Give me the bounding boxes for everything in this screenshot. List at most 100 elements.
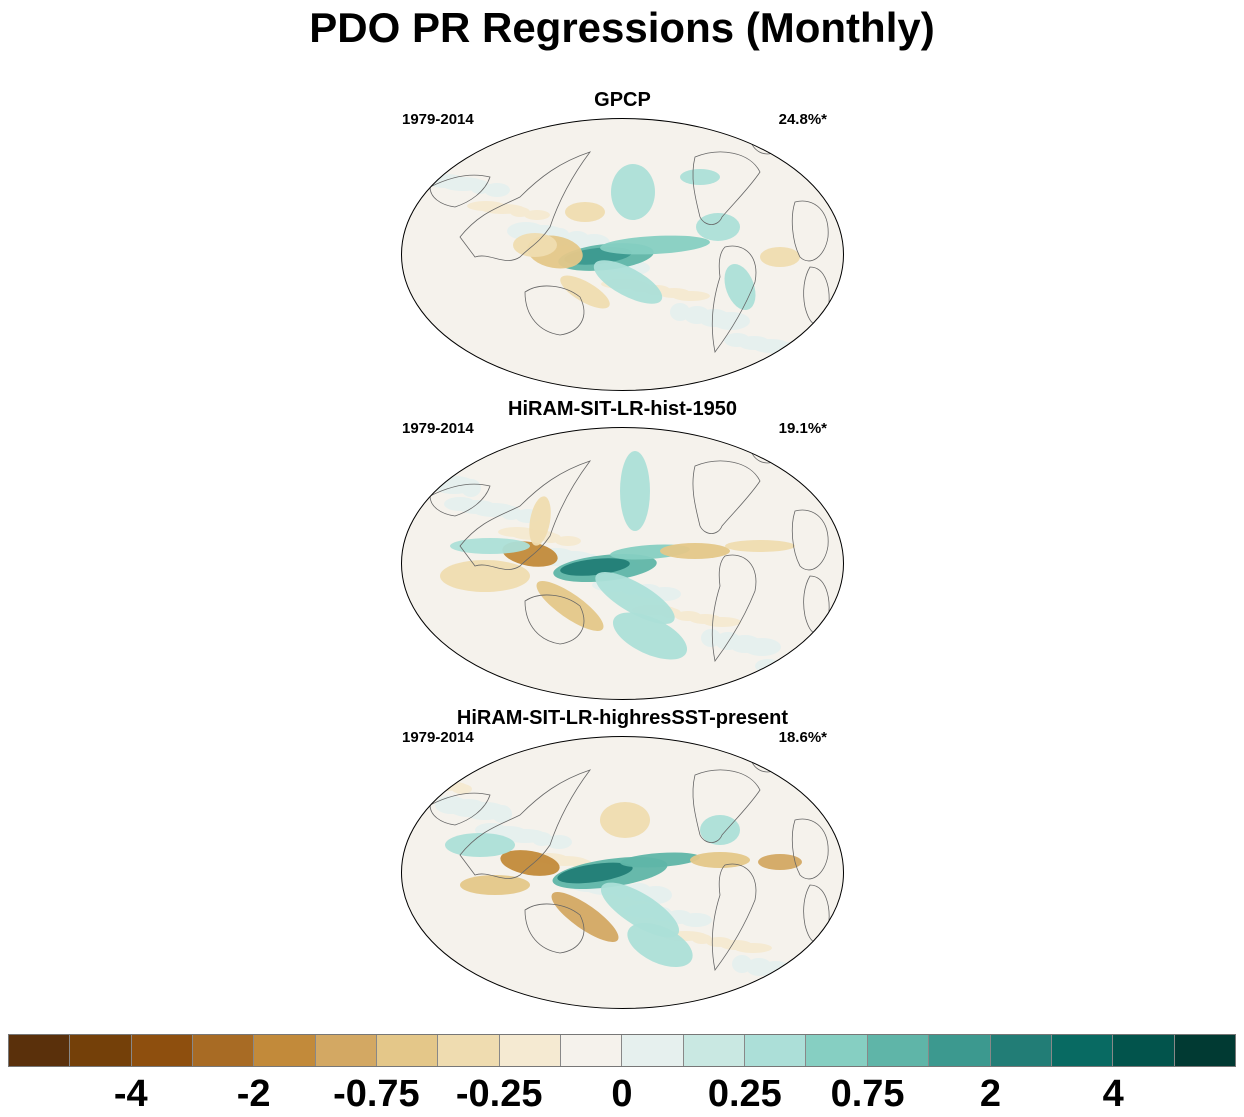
regression-anomaly (500, 850, 560, 876)
colorbar-swatch (1051, 1035, 1114, 1066)
regression-anomaly (600, 235, 710, 255)
variance-label: 19.1%* (778, 420, 827, 437)
regression-anomaly (513, 233, 557, 257)
regression-anomaly (620, 451, 650, 531)
coastline (524, 903, 585, 954)
colorbar-swatch (499, 1035, 562, 1066)
regression-anomaly (758, 854, 802, 870)
regression-speckle (404, 470, 436, 488)
coastline (459, 769, 592, 879)
regression-speckle (715, 632, 741, 650)
period-label: 1979-2014 (402, 420, 474, 437)
world-map (401, 736, 844, 1009)
coastline (429, 174, 491, 208)
regression-speckle (769, 662, 801, 676)
colorbar-tick-label: 2 (979, 1073, 1001, 1115)
regression-speckle (675, 611, 701, 621)
regression-speckle (783, 665, 821, 679)
colorbar-tick-label: 0 (611, 1073, 633, 1115)
regression-speckle (409, 778, 447, 788)
regression-speckle (684, 306, 710, 324)
colorbar-tick-label: -0.25 (455, 1073, 543, 1115)
regression-speckle (806, 369, 844, 379)
regression-anomaly (612, 612, 688, 660)
regression-speckle (746, 958, 772, 976)
coastline (692, 460, 761, 534)
regression-anomaly (565, 202, 605, 222)
colorbar-tick-label: 4 (1102, 1073, 1124, 1115)
regression-anomaly (445, 833, 515, 857)
colorbar-tick-label: 0.75 (830, 1073, 905, 1115)
regression-speckle (800, 748, 832, 762)
regression-speckle (823, 452, 844, 462)
panel-title: HiRAM-SIT-LR-highresSST-present (456, 707, 789, 729)
variance-label: 24.8%* (778, 111, 827, 128)
world-map (401, 118, 844, 391)
coastline (791, 509, 829, 571)
regression-speckle (795, 446, 821, 456)
period-label: 1979-2014 (402, 111, 474, 128)
map-panel-highressst-present: HiRAM-SIT-LR-highresSST-present 1979-201… (400, 707, 845, 1010)
colorbar-swatch (561, 1035, 623, 1066)
colorbar-swatch (622, 1035, 684, 1066)
map-panel-gpcp: GPCP 1979-2014 24.8%* (400, 89, 845, 392)
map-border (401, 736, 844, 1009)
regression-anomaly (460, 875, 530, 895)
coastline (711, 245, 757, 353)
colorbar-swatch (438, 1035, 500, 1066)
world-map (401, 427, 844, 700)
regression-speckle (778, 363, 810, 373)
colorbar-tick-label: 0.25 (707, 1073, 782, 1115)
coastline (524, 594, 585, 645)
colorbar-swatch (683, 1035, 746, 1066)
colorbar-swatch (1113, 1035, 1175, 1066)
regression-speckle (498, 527, 536, 537)
regression-speckle (524, 210, 550, 220)
panel-title: HiRAM-SIT-LR-hist-1950 (508, 398, 737, 420)
map-panel-hist-1950: HiRAM-SIT-LR-hist-1950 1979-2014 19.1%* (400, 398, 845, 701)
regression-anomaly (725, 540, 795, 552)
regression-speckle (421, 458, 441, 468)
regression-speckle (670, 303, 690, 321)
regression-speckle (401, 147, 425, 165)
coastline (711, 554, 757, 662)
regression-speckle (401, 455, 436, 465)
regression-anomaly (611, 164, 655, 220)
colorbar-swatch (9, 1035, 71, 1066)
regression-speckle (401, 754, 427, 768)
colorbar-tick-label: -4 (113, 1073, 148, 1115)
regression-speckle (435, 796, 467, 814)
map-border (401, 427, 844, 700)
regression-speckle (814, 751, 844, 765)
regression-speckle (430, 153, 450, 171)
colorbar-swatch (70, 1035, 132, 1066)
colorbar-swatch (867, 1035, 930, 1066)
regression-speckle (786, 985, 812, 999)
regression-speckle (555, 536, 581, 546)
regression-anomaly (560, 275, 610, 309)
colorbar-swatch (131, 1035, 194, 1066)
coastline (791, 818, 829, 880)
figure-title: PDO PR Regressions (Monthly) (309, 4, 935, 51)
regression-speckle (401, 132, 410, 142)
regression-speckle (467, 201, 505, 211)
regression-speckle (826, 772, 844, 782)
regression-anomaly (440, 560, 530, 592)
colorbar-swatch (1174, 1035, 1235, 1066)
colorbar-swatch (315, 1035, 378, 1066)
regression-anomaly (600, 802, 650, 838)
coastline (711, 863, 757, 971)
regression-anomaly (593, 260, 663, 304)
regression-speckle (423, 781, 467, 791)
panel-title: GPCP (594, 89, 651, 111)
colorbar (8, 1034, 1236, 1067)
coastline (692, 151, 761, 225)
colorbar-tick-label: -2 (236, 1073, 271, 1115)
colorbar-swatch (929, 1035, 991, 1066)
colorbar-swatch (193, 1035, 255, 1066)
regression-anomaly (660, 543, 730, 559)
coastline (429, 483, 491, 517)
regression-anomaly (560, 558, 630, 576)
colorbar-swatch (745, 1035, 807, 1066)
regression-speckle (701, 629, 721, 647)
